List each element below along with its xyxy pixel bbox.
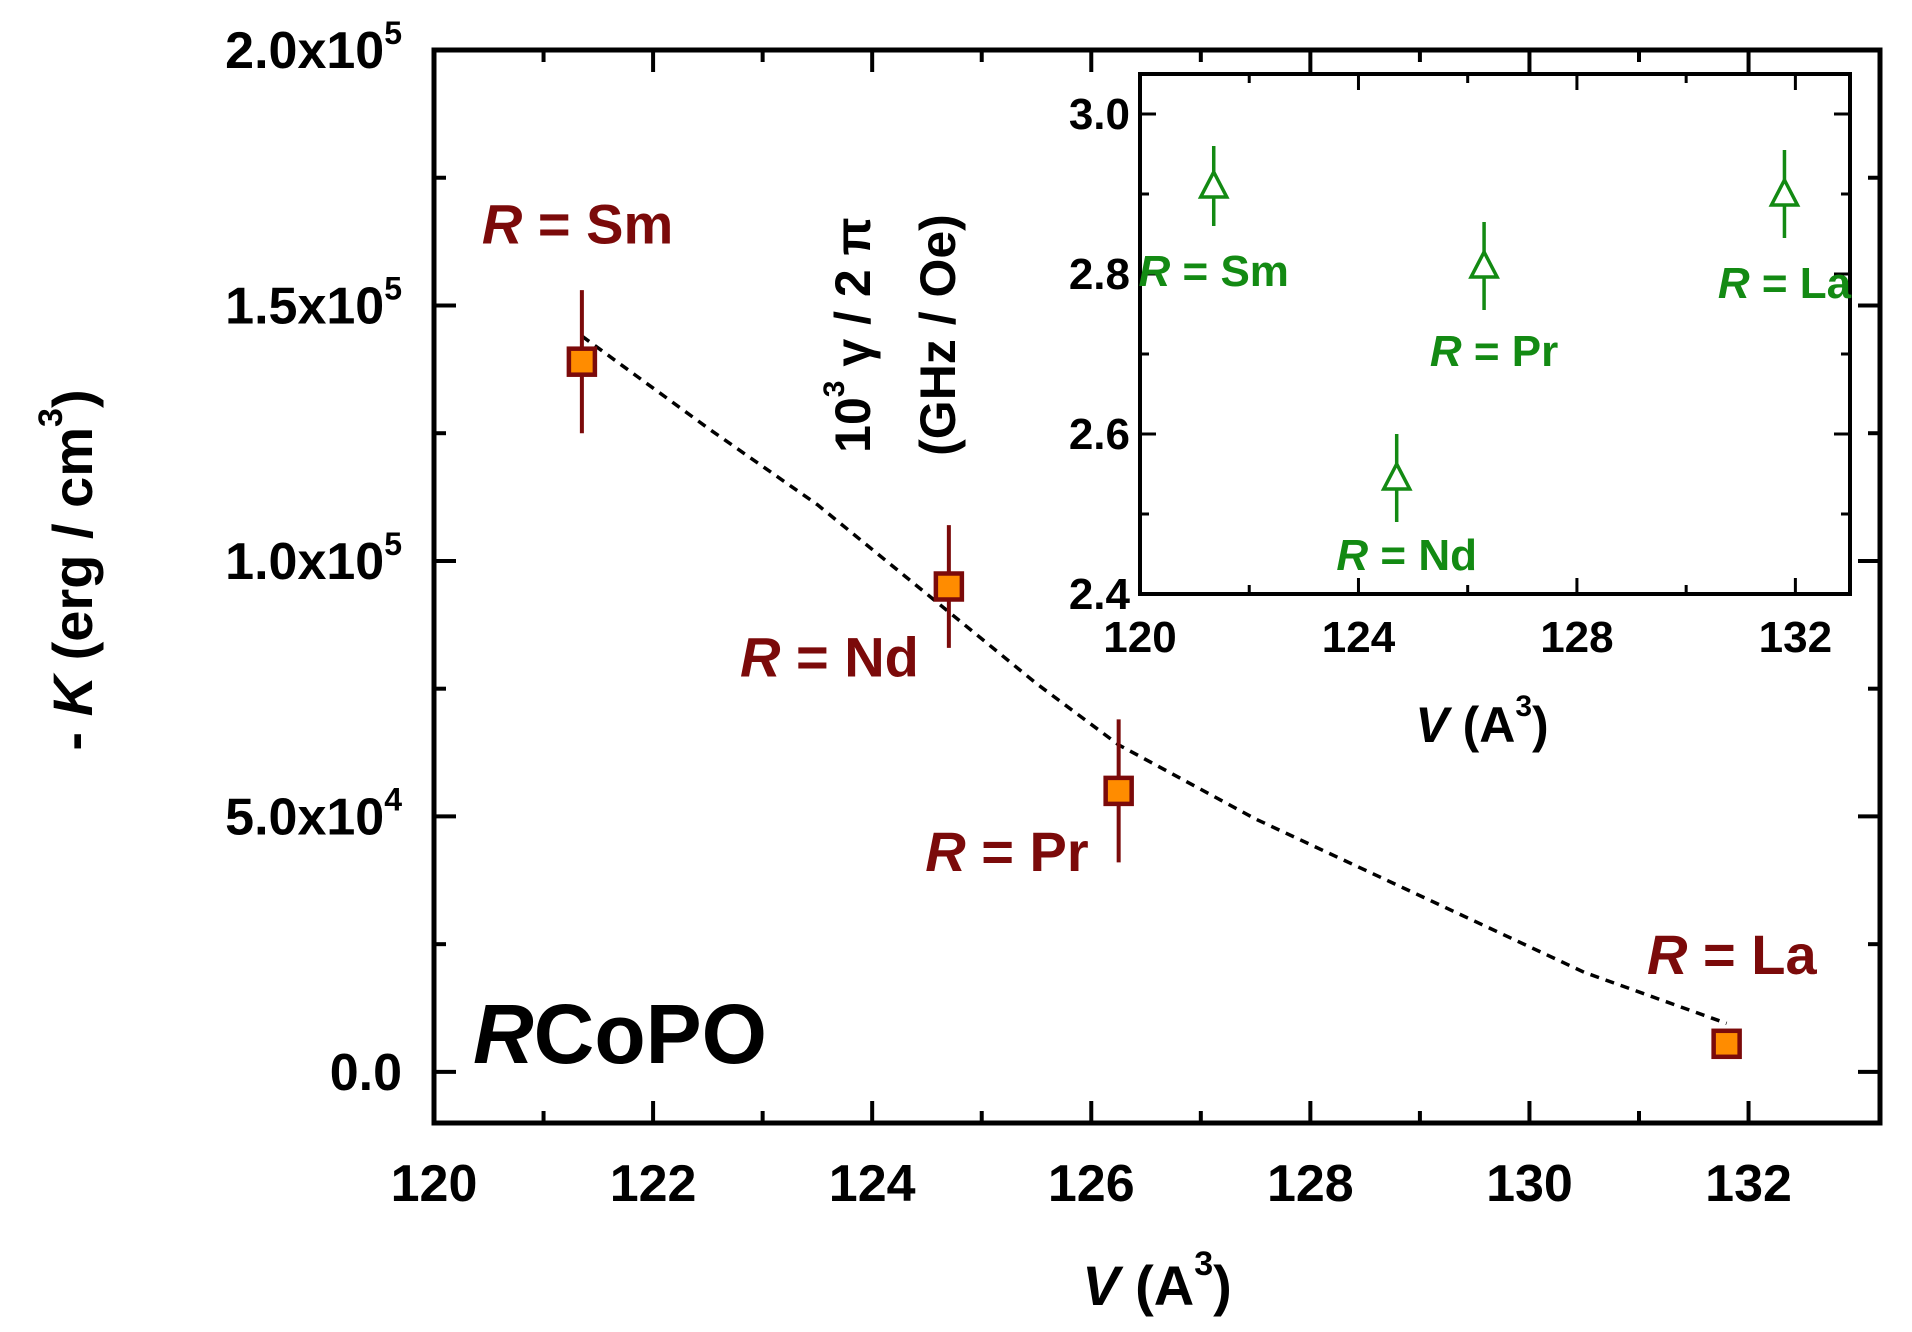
x-tick-label: 122: [610, 1155, 697, 1213]
sample-label: RCoPO: [473, 987, 767, 1081]
data-point-marker: [1711, 1028, 1742, 1060]
inset-data-point-marker: [1380, 460, 1413, 491]
y-tick-label: 2.0x105: [225, 15, 402, 80]
inset-data-point-label: R = Nd: [1336, 531, 1477, 580]
x-tick-label: 130: [1486, 1155, 1573, 1213]
data-point-label: R = La: [1647, 923, 1817, 986]
x-tick-label: 120: [391, 1155, 478, 1213]
data-point-label: R = Pr: [925, 820, 1088, 883]
inset-y-tick-label: 3.0: [1069, 90, 1130, 139]
y-tick-label: 5.0x104: [225, 781, 402, 846]
inset-y-axis-title-line2: (GHz / Oe): [910, 214, 966, 456]
inset-data-point-label: R = Pr: [1430, 327, 1558, 376]
inset-y-tick-label: 2.8: [1069, 250, 1130, 299]
y-tick-label: 1.0x105: [225, 526, 402, 591]
x-tick-label: 132: [1705, 1155, 1792, 1213]
inset-plot: 120 124 128 132 2.4 2.6 2.8 3.0 R = Sm R = Nd R = …: [818, 72, 1852, 753]
inset-y-tick-label: 2.4: [1069, 570, 1131, 619]
inset-x-axis-title: V (A3): [1415, 690, 1548, 753]
main-plot: 120 122 124 126 128 130 132 0.0 5.0x104 1.0x105 1.…: [32, 15, 1883, 1317]
y-axis-title: - K (erg / cm3): [32, 389, 104, 750]
data-point-marker: [1103, 775, 1134, 807]
data-point-marker: [933, 571, 965, 602]
inset-data-point-marker: [1768, 176, 1801, 207]
inset-x-tick-label: 120: [1103, 613, 1176, 662]
inset-data-point-label: R = La: [1718, 259, 1852, 308]
inset-x-tick-label: 124: [1322, 613, 1396, 662]
inset-data-point-marker: [1468, 248, 1500, 279]
y-tick-label: 0.0: [330, 1044, 402, 1102]
x-tick-label: 126: [1048, 1155, 1135, 1213]
main-plot-frame: [431, 47, 1883, 1126]
inset-y-tick-label: 2.6: [1069, 410, 1130, 459]
x-axis-title: V (A3): [1082, 1245, 1232, 1317]
data-point-label: R = Nd: [740, 626, 919, 689]
data-point-marker: [566, 346, 598, 377]
inset-frame: [1138, 72, 1852, 596]
x-tick-label: 128: [1267, 1155, 1354, 1213]
inset-data-point-marker: [1197, 168, 1230, 199]
inset-x-tick-label: 132: [1759, 613, 1832, 662]
inset-data-point-label: R = Sm: [1139, 247, 1289, 296]
x-tick-label: 124: [829, 1155, 916, 1213]
data-point-label: R = Sm: [482, 193, 673, 256]
inset-x-tick-label: 128: [1540, 613, 1613, 662]
y-tick-label: 1.5x105: [225, 270, 402, 335]
inset-y-axis-title-line1: 103 γ / 2 π: [818, 217, 881, 453]
